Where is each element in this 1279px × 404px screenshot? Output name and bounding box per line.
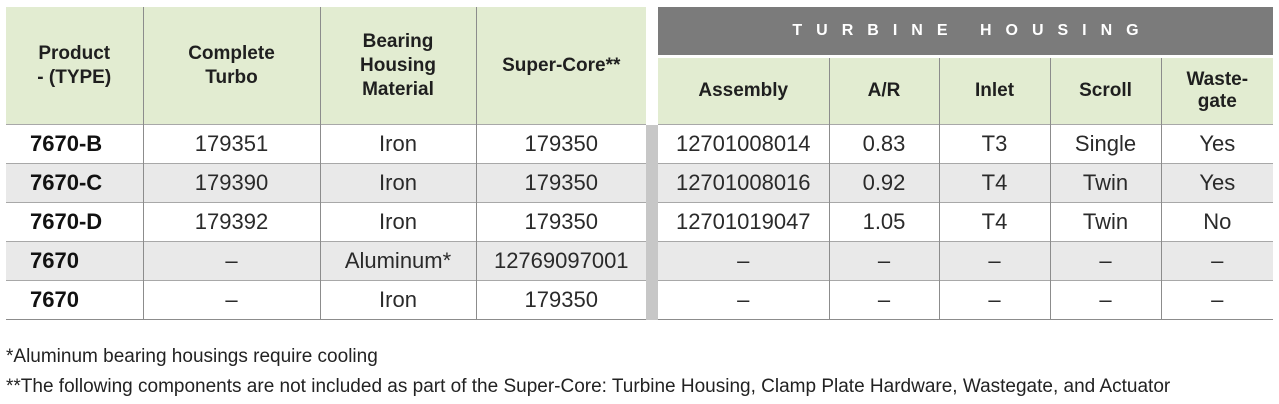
cell-inlet: T4 <box>939 202 1051 242</box>
cell-scroll: Twin <box>1050 163 1162 203</box>
cell-ar: 1.05 <box>829 202 940 242</box>
cell-complete-turbo: – <box>143 241 321 281</box>
table-row: 7670-C 179390 Iron 179350 12701008016 0.… <box>6 163 1274 203</box>
header-bearing-housing-material: Bearing Housing Material <box>320 7 477 125</box>
cell-inlet: T3 <box>939 124 1051 164</box>
cell-product: 7670-C <box>6 163 144 203</box>
cell-bearing: Iron <box>320 163 477 203</box>
footnote-super-core-exclusions: **The following components are not inclu… <box>6 376 1171 397</box>
header-complete-turbo: Complete Turbo <box>143 7 321 125</box>
table-row: 7670-B 179351 Iron 179350 12701008014 0.… <box>6 124 1274 164</box>
cell-wastegate: – <box>1161 241 1274 281</box>
cell-assembly: 12701008016 <box>658 163 830 203</box>
cell-scroll: – <box>1050 280 1162 320</box>
cell-bearing: Iron <box>320 280 477 320</box>
cell-assembly: – <box>658 280 830 320</box>
cell-bearing: Iron <box>320 202 477 242</box>
cell-scroll: – <box>1050 241 1162 281</box>
cell-complete-turbo: 179392 <box>143 202 321 242</box>
column-gap <box>646 7 658 125</box>
cell-scroll: Single <box>1050 124 1162 164</box>
cell-wastegate: – <box>1161 280 1274 320</box>
header-inlet: Inlet <box>939 55 1051 125</box>
header-product: Product - (TYPE) <box>6 7 144 125</box>
cell-inlet: T4 <box>939 163 1051 203</box>
header-assembly: Assembly <box>658 55 830 125</box>
footnote-aluminum-cooling: *Aluminum bearing housings require cooli… <box>6 346 378 367</box>
turbo-spec-table-container: Product - (TYPE) Complete Turbo Bearing … <box>6 7 1274 320</box>
header-super-core: Super-Core** <box>476 7 646 125</box>
cell-ar: 0.92 <box>829 163 940 203</box>
table-row: 7670-D 179392 Iron 179350 12701019047 1.… <box>6 202 1274 242</box>
cell-wastegate: No <box>1161 202 1274 242</box>
column-gap <box>646 280 658 320</box>
cell-wastegate: Yes <box>1161 163 1274 203</box>
cell-super-core: 179350 <box>476 202 646 242</box>
header-wastegate: Waste- gate <box>1161 55 1274 125</box>
cell-assembly: – <box>658 241 830 281</box>
turbo-spec-table: Product - (TYPE) Complete Turbo Bearing … <box>6 7 1274 320</box>
cell-super-core: 179350 <box>476 280 646 320</box>
cell-complete-turbo: 179390 <box>143 163 321 203</box>
header-scroll: Scroll <box>1050 55 1162 125</box>
column-gap <box>646 241 658 281</box>
cell-product: 7670-D <box>6 202 144 242</box>
column-gap <box>646 163 658 203</box>
header-turbine-housing-group: TURBINE HOUSING <box>658 7 1274 57</box>
cell-complete-turbo: – <box>143 280 321 320</box>
cell-product: 7670 <box>6 280 144 320</box>
column-gap <box>646 202 658 242</box>
cell-scroll: Twin <box>1050 202 1162 242</box>
cell-super-core: 12769097001 <box>476 241 646 281</box>
cell-bearing: Iron <box>320 124 477 164</box>
footnotes: *Aluminum bearing housings require cooli… <box>6 342 1170 402</box>
cell-complete-turbo: 179351 <box>143 124 321 164</box>
cell-wastegate: Yes <box>1161 124 1274 164</box>
header-ar: A/R <box>829 55 940 125</box>
cell-product: 7670-B <box>6 124 144 164</box>
table-row: 7670 – Iron 179350 – – – – – <box>6 280 1274 320</box>
cell-inlet: – <box>939 280 1051 320</box>
cell-inlet: – <box>939 241 1051 281</box>
cell-assembly: 12701019047 <box>658 202 830 242</box>
cell-super-core: 179350 <box>476 163 646 203</box>
table-row: 7670 – Aluminum* 12769097001 – – – – – <box>6 241 1274 281</box>
column-gap <box>646 124 658 164</box>
cell-ar: – <box>829 241 940 281</box>
cell-assembly: 12701008014 <box>658 124 830 164</box>
cell-ar: – <box>829 280 940 320</box>
cell-bearing: Aluminum* <box>320 241 477 281</box>
cell-product: 7670 <box>6 241 144 281</box>
cell-super-core: 179350 <box>476 124 646 164</box>
cell-ar: 0.83 <box>829 124 940 164</box>
